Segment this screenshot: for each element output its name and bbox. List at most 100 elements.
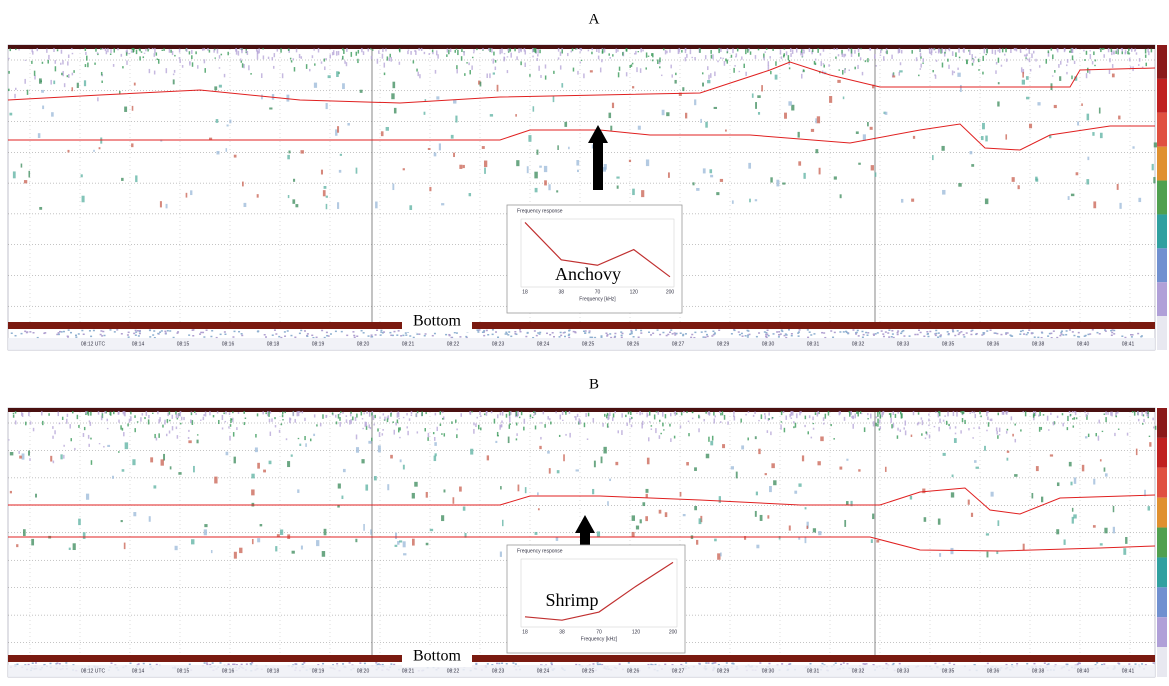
echo xyxy=(685,113,687,119)
surface-noise xyxy=(784,53,786,56)
surface-noise xyxy=(569,433,571,438)
surface-noise xyxy=(516,56,518,60)
echo xyxy=(782,183,785,185)
sub-bottom xyxy=(560,332,562,334)
surface-noise xyxy=(114,48,116,53)
echo xyxy=(692,182,694,185)
surface-noise xyxy=(631,64,633,67)
sub-bottom xyxy=(434,333,436,335)
surface-noise xyxy=(1111,412,1113,417)
surface-noise xyxy=(1145,63,1147,66)
sub-bottom xyxy=(326,332,328,334)
sub-bottom xyxy=(739,334,741,336)
surface-noise xyxy=(962,418,964,422)
surface-noise xyxy=(281,423,283,425)
surface-noise xyxy=(642,421,644,425)
sub-bottom xyxy=(551,664,553,666)
surface-noise xyxy=(982,56,984,61)
surface-noise xyxy=(1026,54,1028,56)
echo xyxy=(337,202,339,209)
echo xyxy=(323,190,326,196)
surface-noise xyxy=(213,415,215,417)
sub-bottom xyxy=(448,334,450,336)
echo xyxy=(871,539,873,543)
surface-noise xyxy=(324,66,326,70)
echo xyxy=(269,461,272,465)
surface-noise xyxy=(450,49,452,52)
echo xyxy=(482,146,485,149)
sub-bottom xyxy=(409,335,411,337)
sub-bottom xyxy=(948,334,950,336)
sub-bottom xyxy=(376,329,378,331)
surface-noise xyxy=(384,63,386,68)
surface-noise xyxy=(849,69,851,71)
echo xyxy=(732,200,734,203)
sub-bottom xyxy=(100,330,102,332)
color-scale xyxy=(1157,647,1167,677)
surface-noise xyxy=(532,417,534,418)
surface-noise xyxy=(293,411,295,416)
echo xyxy=(534,172,537,179)
sub-bottom xyxy=(165,332,167,334)
surface-noise xyxy=(928,425,930,426)
bottom-label: Bottom xyxy=(413,648,462,665)
surface-noise xyxy=(1090,54,1092,59)
sub-bottom xyxy=(934,663,936,665)
surface-noise xyxy=(30,421,32,424)
echo xyxy=(124,107,127,112)
surface-noise xyxy=(1105,417,1107,422)
surface-noise xyxy=(765,415,767,419)
sub-bottom xyxy=(75,336,77,338)
surface-noise xyxy=(598,56,600,60)
echo xyxy=(191,539,194,544)
sub-bottom xyxy=(745,335,747,337)
echo xyxy=(121,520,123,522)
echo xyxy=(1099,108,1101,114)
surface-noise xyxy=(387,418,389,422)
surface-noise xyxy=(194,411,196,413)
surface-noise xyxy=(717,60,719,62)
surface-noise xyxy=(361,48,363,52)
echo xyxy=(986,533,989,535)
surface-noise xyxy=(958,48,960,53)
sub-bottom xyxy=(734,330,736,332)
surface-noise xyxy=(952,70,954,75)
sub-bottom xyxy=(799,329,801,331)
sub-bottom xyxy=(633,336,635,338)
surface-noise xyxy=(953,411,955,416)
echo xyxy=(1041,497,1043,503)
echo xyxy=(291,454,293,456)
surface-noise xyxy=(167,419,169,423)
surface-noise xyxy=(339,413,341,415)
surface-noise xyxy=(867,58,869,62)
surface-noise xyxy=(891,55,893,59)
surface-noise xyxy=(1025,411,1027,416)
surface-noise xyxy=(1072,418,1074,419)
surface-noise xyxy=(235,49,237,52)
sub-bottom xyxy=(1026,663,1028,665)
surface-noise xyxy=(357,59,359,63)
echo xyxy=(528,135,531,142)
echo xyxy=(455,116,457,123)
surface-noise xyxy=(410,51,412,55)
surface-noise xyxy=(1047,416,1049,421)
echo xyxy=(769,486,772,492)
surface-noise xyxy=(652,59,654,61)
surface-noise xyxy=(836,48,838,50)
echo xyxy=(755,436,757,439)
surface-noise xyxy=(470,411,472,415)
sub-bottom xyxy=(963,336,965,338)
surface-noise xyxy=(326,415,328,417)
surface-noise xyxy=(476,417,478,419)
sub-bottom xyxy=(621,335,623,337)
surface-noise xyxy=(639,411,641,415)
echo xyxy=(594,461,596,468)
surface-noise xyxy=(905,420,907,425)
echo xyxy=(958,183,961,187)
sub-bottom xyxy=(597,662,599,664)
surface-noise xyxy=(435,413,437,416)
surface-noise xyxy=(879,411,881,414)
surface-noise xyxy=(973,59,975,63)
sub-bottom xyxy=(228,664,230,666)
surface-noise xyxy=(1005,48,1007,52)
